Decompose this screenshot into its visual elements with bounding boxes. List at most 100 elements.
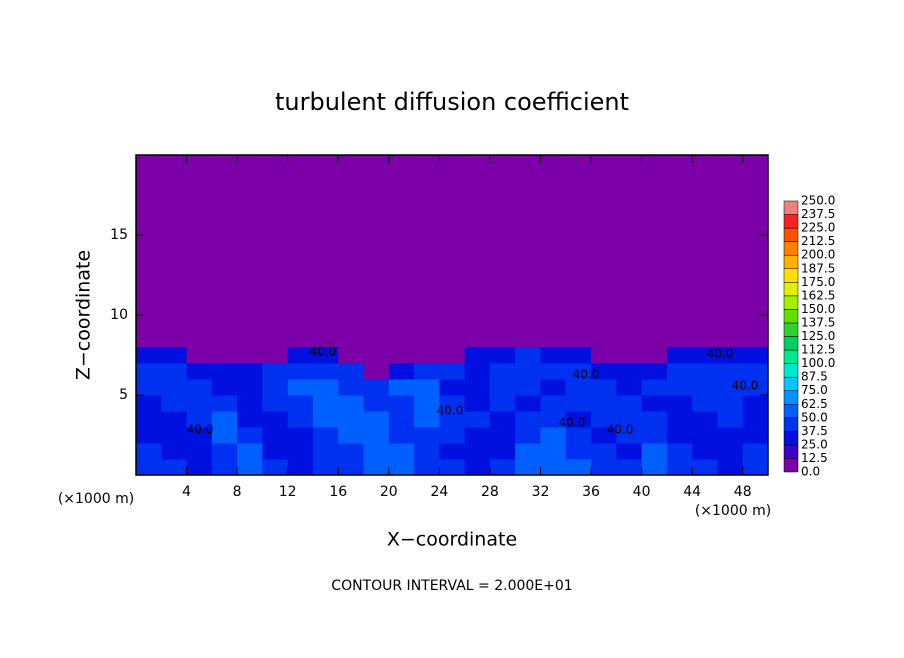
colorbar-label: 12.5 [801,451,828,465]
heat-cell [565,411,592,428]
heat-cell [641,347,668,364]
heat-cell [591,427,617,444]
heat-cell [136,379,162,396]
colorbar-swatch [783,268,799,283]
heat-cell [388,459,415,476]
colorbar-swatch [783,214,799,229]
heat-cell [616,363,643,380]
chart-title: turbulent diffusion coefficient [275,88,629,116]
heat-cell [211,427,238,444]
heat-cell [591,411,617,428]
heat-cell [464,379,491,396]
heat-cell [312,427,339,444]
heat-cell [439,459,466,476]
heat-cell [262,395,289,412]
heat-cell [717,379,744,396]
heat-cell [489,363,516,380]
heat-cell [237,411,263,428]
heat-cell [641,459,668,476]
heat-cell [565,443,592,460]
heat-cell [692,379,718,396]
colorbar-label: 0.0 [801,465,820,479]
x-tick-label: 4 [182,484,191,500]
heat-cell [388,427,415,444]
heat-cell [414,411,440,428]
heat-cell [414,459,440,476]
colorbar-label: 50.0 [801,410,828,424]
heat-cell [742,395,769,412]
heat-cell [312,379,339,396]
heat-cell [211,411,238,428]
heat-cell [414,427,440,444]
colorbar-swatch [783,254,799,269]
heat-cell [186,443,213,460]
heat-cell [666,459,693,476]
heat-cell [717,363,744,380]
heat-cell [591,379,617,396]
heat-cell [641,427,668,444]
heat-cell [414,443,440,460]
heat-cell [136,347,162,364]
y-tick-label: 15 [110,227,128,243]
x-tick-label: 20 [380,484,398,500]
colorbar-label: 100.0 [801,356,835,370]
colorbar-label: 200.0 [801,248,835,262]
heat-cell [489,347,516,364]
contour-label: 40.0 [607,423,634,437]
heat-cell [717,427,744,444]
colorbar-swatch [783,322,799,337]
heat-cell [161,379,188,396]
heat-cell [388,411,415,428]
heat-cell [363,347,390,364]
heat-cell [692,363,718,380]
colorbar-swatch [783,444,799,459]
heat-cell [692,427,718,444]
heat-cell [186,427,213,444]
colorbar-label: 75.0 [801,383,828,397]
heat-cell [211,379,238,396]
heat-cell [439,347,466,364]
colorbar-label: 162.5 [801,288,835,302]
heat-cell [565,363,592,380]
heat-cell [363,395,390,412]
heat-cell [211,395,238,412]
colorbar-swatch [783,349,799,364]
heat-cell [262,379,289,396]
x-tick-label: 40 [633,484,651,500]
heat-cell [464,427,491,444]
heat-cell [186,459,213,476]
heat-cell [666,363,693,380]
colorbar-label: 125.0 [801,329,835,343]
heat-cell [262,363,289,380]
heat-cell [540,347,567,364]
y-axis-label: Z−coordinate [73,250,95,380]
heat-cell [565,459,592,476]
x-tick-label: 32 [532,484,550,500]
heat-cell [666,411,693,428]
heat-cell [742,427,769,444]
heat-cell [489,443,516,460]
heat-cell [439,411,466,428]
colorbar-swatch [783,376,799,391]
heat-cell [287,363,314,380]
heat-cell [439,363,466,380]
heat-cell [692,395,718,412]
heat-cell [742,379,769,396]
heat-cell [287,395,314,412]
heat-cell [161,443,188,460]
colorbar-label: 137.5 [801,315,835,329]
heat-cell [287,459,314,476]
heat-cell [262,459,289,476]
heat-cell [692,459,718,476]
heat-cell [338,363,365,380]
heat-cell [515,395,541,412]
heat-cell [717,459,744,476]
heat-cell [161,411,188,428]
heat-cell [641,443,668,460]
colorbar-label: 187.5 [801,261,835,275]
x-tick-label: 8 [233,484,242,500]
heat-cell [363,363,390,380]
heat-cell [717,443,744,460]
heat-cell [262,443,289,460]
heat-cell [540,395,567,412]
